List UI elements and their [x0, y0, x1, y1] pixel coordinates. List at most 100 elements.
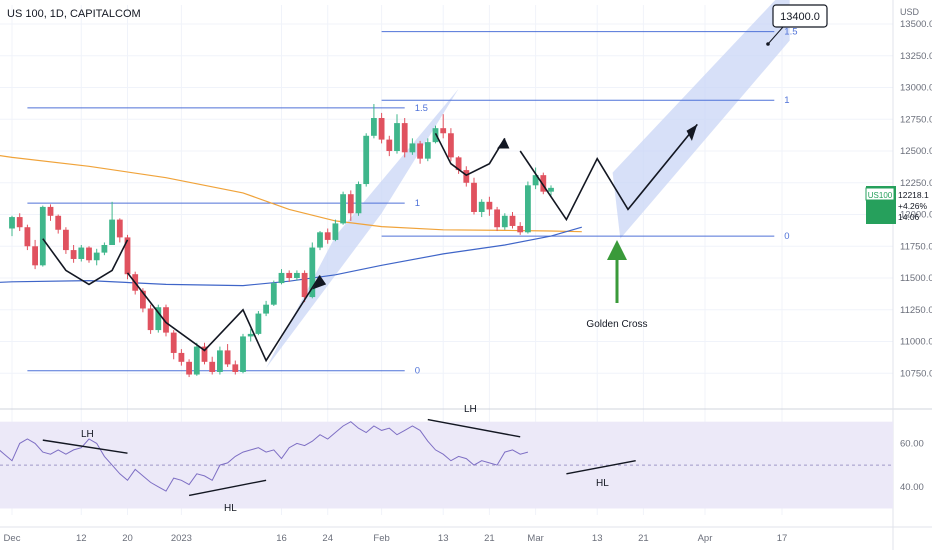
zigzag-path-2 [519, 123, 698, 222]
cup-arrowhead-2 [497, 138, 510, 149]
candle-body-31 [247, 333, 254, 337]
zigzag-arrowhead-1 [312, 275, 327, 290]
price-tick-label-8: 12750.0 [900, 114, 932, 125]
time-tick-label-11: 21 [638, 533, 649, 544]
candle-body-69 [540, 175, 547, 192]
candle-body-17 [140, 290, 146, 309]
golden-cross-label: Golden Cross [586, 319, 647, 330]
time-tick-label-5: 24 [322, 533, 333, 544]
candle-body-29 [232, 364, 239, 372]
price-tick-label-9: 13000.0 [900, 83, 932, 94]
time-tick-label-6: Feb [373, 533, 389, 544]
candle-body-23 [186, 361, 192, 375]
target-price-label: 13400.0 [780, 11, 820, 23]
candle-body-42 [332, 223, 339, 240]
candle-body-15 [124, 237, 131, 275]
candle-body-54 [424, 142, 431, 159]
candle-body-18 [147, 308, 154, 331]
candle-body-34 [270, 283, 277, 305]
symbol-title: US 100, 1D, CAPITALCOM [7, 8, 141, 20]
rsi-trendline-lh-1 [42, 439, 128, 454]
time-tick-label-8: 21 [484, 533, 495, 544]
candle-body-48 [378, 118, 385, 140]
candle-body-47 [371, 118, 377, 136]
candle-body-46 [363, 135, 370, 185]
candle-body-53 [417, 143, 423, 159]
badge-change: +4.26% [898, 201, 928, 211]
candle-body-57 [448, 133, 454, 158]
golden-cross-annotation: Golden Cross [586, 240, 648, 330]
candle-body-1 [16, 217, 23, 228]
target-annotation[interactable]: 13400.0 [766, 4, 828, 46]
candle-body-28 [224, 350, 231, 365]
candle-body-26 [209, 361, 216, 372]
price-badge[interactable]: US100 12218.1 +4.26% 14:06 [865, 186, 929, 224]
chart-header: US 100, 1D, CAPITALCOM USD [7, 7, 920, 20]
candle-body-3 [32, 246, 38, 266]
fib-label-1: 1 [415, 198, 420, 209]
candle-body-41 [324, 232, 331, 240]
candle-body-9 [78, 247, 85, 259]
candle-body-67 [525, 185, 531, 233]
price-tick-label-4: 11750.0 [900, 241, 932, 252]
price-tick-label-10: 13250.0 [900, 51, 932, 62]
candle-body-33 [263, 304, 269, 314]
candle-body-27 [217, 350, 223, 372]
candle-body-62 [486, 201, 493, 210]
rsi-trendline-hl-1 [188, 479, 267, 497]
candle-body-2 [24, 227, 31, 247]
candle-body-40 [317, 232, 323, 248]
candle-body-13 [109, 219, 115, 245]
candle-body-20 [163, 307, 169, 333]
zigzag-path-1 [126, 272, 321, 363]
time-tick-label-13: 17 [777, 533, 788, 544]
fib-label-3: 0 [784, 231, 789, 242]
channel-rally-1 [266, 88, 459, 369]
price-tick-label-6: 12250.0 [900, 178, 932, 189]
candle-body-14 [116, 219, 123, 238]
time-tick-label-4: 16 [276, 533, 287, 544]
candle-body-43 [340, 194, 346, 224]
candle-body-59 [463, 170, 470, 183]
fibonacci-levels: 0 1 1.5 0 1 1.5 [27, 27, 798, 377]
candle-body-37 [294, 272, 300, 279]
time-tick-label-1: 12 [76, 533, 87, 544]
pattern-drawings [42, 123, 698, 363]
candle-body-58 [455, 157, 462, 171]
symbol-badge [865, 187, 895, 201]
candles [9, 104, 554, 378]
axes: 10750.011000.011250.011500.011750.012000… [4, 19, 932, 544]
candle-body-55 [432, 128, 439, 143]
rsi-label-lh-2: LH [464, 404, 477, 415]
currency-label: USD [900, 7, 920, 17]
price-tick-label-1: 11000.0 [900, 337, 932, 348]
candle-body-45 [355, 184, 362, 214]
rsi-pane: LH HL LH HL [0, 404, 893, 514]
candle-body-21 [170, 332, 177, 353]
price-tick-label-0: 10750.0 [900, 368, 932, 379]
zigzag-arrowhead-2 [686, 124, 698, 141]
candle-body-60 [471, 182, 477, 212]
time-tick-label-3: 2023 [171, 533, 192, 544]
candle-body-19 [155, 307, 162, 331]
candle-body-6 [55, 215, 62, 230]
candle-body-63 [494, 209, 500, 228]
time-tick-label-2: 20 [122, 533, 133, 544]
candle-body-51 [401, 123, 408, 153]
candle-body-65 [509, 215, 516, 226]
price-tick-label-3: 11500.0 [900, 273, 932, 284]
candle-body-52 [409, 143, 416, 153]
fib-label-4: 1 [784, 95, 789, 106]
symbol-badge-label: US100 [868, 191, 893, 200]
candle-body-38 [301, 272, 308, 298]
candle-body-50 [394, 123, 400, 152]
moving-average-0 [0, 155, 582, 233]
fib-label-2: 1.5 [415, 103, 428, 114]
candle-body-44 [347, 194, 354, 214]
target-box [772, 4, 828, 28]
rsi-label-lh-1: LH [81, 429, 94, 440]
candle-body-22 [178, 352, 185, 362]
candle-body-61 [478, 201, 485, 212]
badge-countdown: 14:06 [898, 212, 920, 222]
